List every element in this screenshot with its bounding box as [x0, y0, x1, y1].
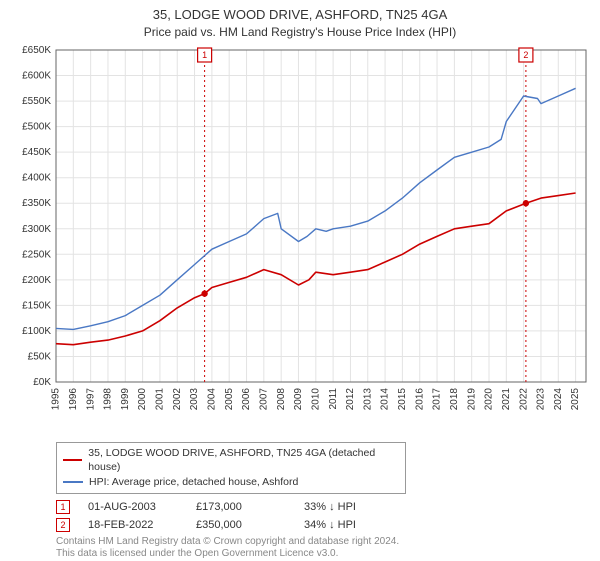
event-date: 18-FEB-2022 [88, 519, 178, 531]
legend-swatch [63, 481, 83, 483]
svg-text:2023: 2023 [536, 387, 547, 410]
footer-line: Contains HM Land Registry data © Crown c… [56, 536, 592, 549]
svg-text:2022: 2022 [518, 387, 529, 410]
svg-text:2004: 2004 [207, 387, 218, 410]
svg-text:2: 2 [523, 50, 528, 60]
event-price: £173,000 [196, 501, 286, 513]
svg-text:2017: 2017 [432, 387, 443, 410]
event-price: £350,000 [196, 519, 286, 531]
svg-text:2013: 2013 [362, 387, 373, 410]
footer-line: This data is licensed under the Open Gov… [56, 548, 592, 561]
svg-text:£150K: £150K [22, 300, 51, 311]
event-hpi-delta: 33% ↓ HPI [304, 501, 394, 513]
svg-text:2001: 2001 [155, 387, 166, 410]
event-date: 01-AUG-2003 [88, 501, 178, 513]
svg-text:2008: 2008 [276, 387, 287, 410]
svg-text:£650K: £650K [22, 45, 51, 56]
svg-text:2019: 2019 [466, 387, 477, 410]
svg-text:2010: 2010 [310, 387, 321, 410]
svg-text:2012: 2012 [345, 387, 356, 410]
event-marker-icon: 2 [56, 518, 70, 532]
svg-text:1996: 1996 [68, 387, 79, 410]
legend-box: 35, LODGE WOOD DRIVE, ASHFORD, TN25 4GA … [56, 442, 406, 494]
svg-text:£350K: £350K [22, 198, 51, 209]
svg-text:2007: 2007 [258, 387, 269, 410]
svg-text:2005: 2005 [224, 387, 235, 410]
legend-item: 35, LODGE WOOD DRIVE, ASHFORD, TN25 4GA … [63, 446, 399, 475]
event-hpi-delta: 34% ↓ HPI [304, 519, 394, 531]
svg-text:1: 1 [202, 50, 207, 60]
svg-text:£600K: £600K [22, 70, 51, 81]
svg-text:£100K: £100K [22, 326, 51, 337]
event-marker-icon: 1 [56, 500, 70, 514]
svg-text:2006: 2006 [241, 387, 252, 410]
legend-item: HPI: Average price, detached house, Ashf… [63, 475, 399, 490]
svg-text:£400K: £400K [22, 172, 51, 183]
svg-text:1995: 1995 [51, 387, 62, 410]
svg-text:£450K: £450K [22, 147, 51, 158]
svg-text:2025: 2025 [570, 387, 581, 410]
svg-text:2015: 2015 [397, 387, 408, 410]
event-row: 2 18-FEB-2022 £350,000 34% ↓ HPI [56, 518, 592, 532]
svg-text:2016: 2016 [414, 387, 425, 410]
svg-text:2009: 2009 [293, 387, 304, 410]
svg-text:£200K: £200K [22, 275, 51, 286]
svg-text:2011: 2011 [328, 387, 339, 409]
svg-text:£250K: £250K [22, 249, 51, 260]
svg-text:2020: 2020 [484, 387, 495, 410]
svg-text:2000: 2000 [137, 387, 148, 410]
legend-swatch [63, 459, 82, 461]
svg-text:2024: 2024 [553, 387, 564, 410]
page-subtitle: Price paid vs. HM Land Registry's House … [8, 24, 592, 40]
legend-label: HPI: Average price, detached house, Ashf… [89, 475, 298, 490]
legend-label: 35, LODGE WOOD DRIVE, ASHFORD, TN25 4GA … [88, 446, 399, 475]
svg-text:2003: 2003 [189, 387, 200, 410]
svg-text:2021: 2021 [501, 387, 512, 410]
svg-text:£0K: £0K [33, 377, 51, 388]
events-list: 1 01-AUG-2003 £173,000 33% ↓ HPI 2 18-FEB-202… [56, 500, 592, 532]
footer-attribution: Contains HM Land Registry data © Crown c… [56, 536, 592, 561]
svg-text:2014: 2014 [380, 387, 391, 410]
svg-text:2002: 2002 [172, 387, 183, 410]
svg-text:1998: 1998 [103, 387, 114, 410]
page-title: 35, LODGE WOOD DRIVE, ASHFORD, TN25 4GA [8, 6, 592, 24]
svg-text:£300K: £300K [22, 224, 51, 235]
svg-text:1997: 1997 [85, 387, 96, 410]
event-row: 1 01-AUG-2003 £173,000 33% ↓ HPI [56, 500, 592, 514]
price-vs-hpi-chart: £0K £50K £100K £150K £200K £250K £300K £350K £40… [8, 44, 592, 436]
svg-text:£550K: £550K [22, 96, 51, 107]
svg-text:2018: 2018 [449, 387, 460, 410]
svg-text:1999: 1999 [120, 387, 131, 410]
svg-text:£50K: £50K [28, 351, 52, 362]
svg-text:£500K: £500K [22, 121, 51, 132]
